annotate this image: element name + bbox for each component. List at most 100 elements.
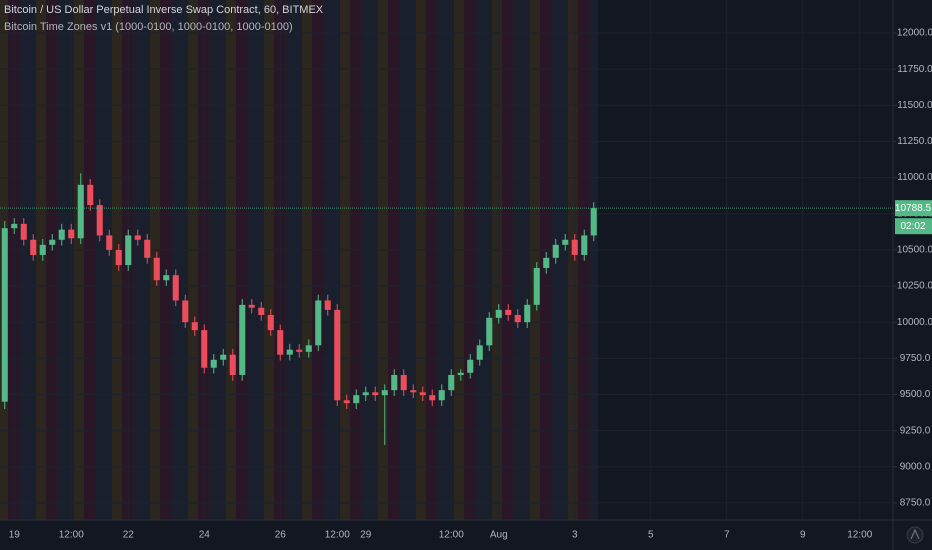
candle-body — [486, 317, 493, 346]
candle-body — [372, 392, 379, 396]
candle-body — [172, 275, 179, 301]
time-zone-band — [578, 0, 589, 520]
candle-body — [220, 354, 227, 360]
candle-body — [68, 229, 75, 239]
time-zone-band — [209, 0, 226, 520]
candle-body — [334, 309, 341, 401]
time-zone-band — [95, 0, 112, 520]
x-tick-label: 12:00 — [325, 530, 350, 541]
time-zone-band — [285, 0, 302, 520]
candle-body — [96, 205, 103, 236]
candle-body — [248, 304, 255, 308]
time-zone-band — [57, 0, 74, 520]
time-zone-band — [226, 0, 236, 520]
auto-scale-icon — [910, 528, 920, 540]
time-zone-band — [302, 0, 312, 520]
candle-body — [476, 345, 483, 360]
y-tick-label: 11750.0 — [897, 64, 932, 75]
x-tick-label: 19 — [9, 530, 21, 541]
candle-body — [191, 322, 198, 331]
candle-body — [1, 228, 8, 402]
y-tick-label: 9000.0 — [900, 461, 931, 472]
y-tick-label: 9250.0 — [900, 425, 931, 436]
indicator-title: Bitcoin Time Zones v1 (1000-0100, 1000-0… — [4, 21, 293, 33]
time-zone-band — [36, 0, 46, 520]
candles — [0, 173, 893, 446]
candle-body — [267, 314, 274, 331]
last-price-label: 10788.5 — [895, 203, 932, 214]
candle-body — [20, 223, 27, 240]
time-zone-band — [530, 0, 540, 520]
candle-body — [362, 392, 369, 396]
candle-body — [77, 184, 84, 239]
candle-body — [134, 235, 141, 240]
time-zone-band — [350, 0, 361, 520]
x-tick-label: 5 — [648, 530, 654, 541]
time-zone-band — [475, 0, 492, 520]
candle-body — [581, 235, 588, 255]
candle-body — [562, 239, 569, 245]
candle-body — [543, 257, 550, 268]
candle-body — [590, 208, 597, 236]
y-tick-label: 10250.0 — [897, 281, 932, 292]
time-zone-band — [247, 0, 264, 520]
time-zone-band — [160, 0, 171, 520]
time-zone-band — [426, 0, 437, 520]
time-zone-band — [492, 0, 502, 520]
candle-body — [495, 309, 502, 318]
candle-body — [571, 239, 578, 255]
candle-body — [277, 330, 284, 355]
y-tick-label: 10000.0 — [897, 317, 932, 328]
candle-body — [448, 374, 455, 391]
countdown-badge — [895, 218, 932, 235]
candle-body — [457, 372, 464, 375]
chart-title: Bitcoin / US Dollar Perpetual Inverse Sw… — [4, 4, 324, 16]
x-tick-label: 22 — [123, 530, 135, 541]
y-tick-label: 9500.0 — [900, 389, 931, 400]
time-zone-band — [312, 0, 323, 520]
time-zone-band — [361, 0, 378, 520]
time-zone-band — [133, 0, 150, 520]
candle-body — [30, 239, 37, 255]
time-zone-band — [568, 0, 578, 520]
candle-body — [163, 275, 170, 281]
time-zone-band — [454, 0, 464, 520]
candle-body — [115, 249, 122, 266]
x-tick-label: 26 — [275, 530, 287, 541]
candle-body — [552, 244, 559, 258]
y-tick-label: 11500.0 — [897, 100, 932, 111]
candle-body — [467, 359, 474, 373]
x-tick-label: 9 — [800, 530, 806, 541]
countdown-label: 02:02 — [900, 221, 925, 232]
candle-body — [153, 257, 160, 281]
grid — [0, 0, 893, 520]
candle-body — [315, 300, 322, 346]
time-zone-band — [74, 0, 84, 520]
candle-body — [201, 330, 208, 368]
candle-body — [533, 267, 540, 305]
time-zone-band — [19, 0, 36, 520]
time-zone-band — [188, 0, 198, 520]
y-tick-label: 11250.0 — [897, 136, 932, 147]
candle-body — [229, 354, 236, 375]
time-zone-band — [46, 0, 57, 520]
x-tick-label: Aug — [490, 530, 508, 541]
candle-body — [324, 300, 331, 310]
candle-body — [49, 239, 56, 245]
candle-body — [87, 184, 94, 206]
candle-body — [258, 307, 265, 315]
candle-body — [353, 395, 360, 404]
candle-body — [286, 349, 293, 355]
x-tick-label: 12:00 — [847, 530, 872, 541]
time-zone-band — [264, 0, 274, 520]
candle-body — [182, 300, 189, 323]
time-zone-band — [589, 0, 598, 520]
time-zone-band — [8, 0, 19, 520]
y-tick-label: 8750.0 — [900, 498, 931, 509]
axis-labels: 8750.0 9000.0 9250.0 9500.0 9750.0 10000.0 102… — [9, 28, 932, 541]
x-tick-label: 7 — [724, 530, 730, 541]
time-zone-band — [551, 0, 568, 520]
time-zone-band — [236, 0, 247, 520]
x-tick-label: 12:00 — [439, 530, 464, 541]
